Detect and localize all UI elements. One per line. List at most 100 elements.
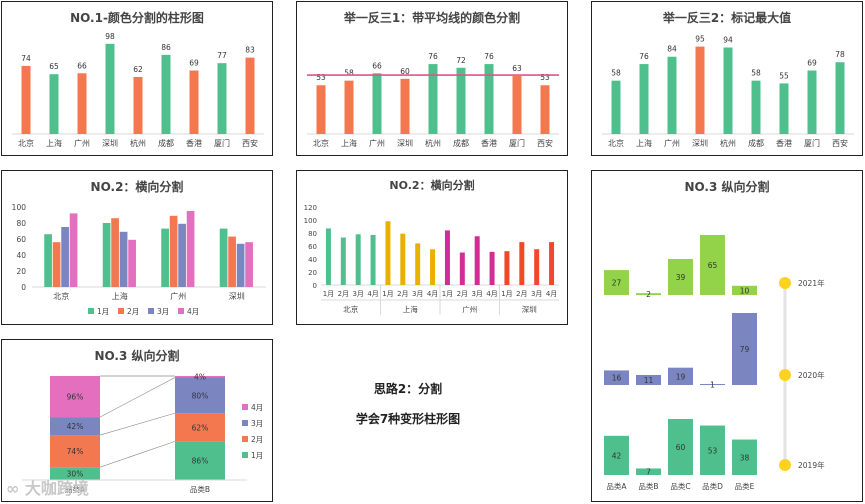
legend-swatch bbox=[178, 308, 184, 314]
stacked-segment bbox=[50, 417, 100, 436]
y-tick-label: 100 bbox=[304, 217, 317, 225]
legend-label: 2月 bbox=[127, 307, 139, 316]
category-label: 上海 bbox=[636, 138, 652, 148]
data-label: 83 bbox=[245, 46, 255, 55]
category-label: 杭州 bbox=[130, 138, 146, 148]
month-tick-label: 2月 bbox=[338, 290, 349, 298]
data-label: 84 bbox=[667, 45, 677, 54]
month-tick-label: 4月 bbox=[546, 290, 557, 298]
data-label: 53 bbox=[540, 73, 550, 82]
category-label: 上海 bbox=[341, 138, 357, 148]
legend-label: 1月 bbox=[97, 307, 109, 316]
data-label: 66 bbox=[372, 61, 382, 70]
bar bbox=[668, 259, 693, 295]
category-label: 广州 bbox=[74, 138, 90, 148]
bar bbox=[236, 243, 245, 287]
category-label: 广州 bbox=[369, 138, 385, 148]
data-label: 76 bbox=[428, 52, 438, 61]
month-tick-label: 4月 bbox=[367, 290, 378, 298]
category-label: 品类C bbox=[670, 481, 690, 491]
chart-panel-max-mark: 举一反三2：标记最大值 58 北京 76 上海 84 广州 95 深圳 94 杭州 58 成都 55 香港 6… bbox=[591, 1, 863, 156]
category-label: 深圳 bbox=[102, 138, 118, 148]
data-label: 58 bbox=[344, 69, 354, 78]
chart-title: 举一反三2：标记最大值 bbox=[662, 10, 791, 25]
bar bbox=[504, 251, 510, 285]
year-label: 2019年 bbox=[798, 460, 825, 470]
group-label: 北京 bbox=[343, 304, 358, 314]
data-label: 62% bbox=[192, 423, 209, 432]
bar bbox=[723, 47, 733, 134]
month-tick-label: 1月 bbox=[501, 290, 512, 298]
data-label: 98 bbox=[105, 32, 115, 41]
category-label: 杭州 bbox=[425, 138, 441, 148]
bar bbox=[52, 242, 61, 287]
bar bbox=[430, 249, 436, 285]
category-label: 西安 bbox=[537, 138, 553, 148]
category-label: 北京 bbox=[608, 138, 624, 148]
legend-swatch bbox=[242, 436, 248, 442]
bar bbox=[604, 370, 629, 385]
data-label: 30% bbox=[67, 470, 84, 479]
y-tick-label: 0 bbox=[21, 283, 26, 292]
data-label: 10 bbox=[740, 286, 750, 295]
y-tick-label: 100 bbox=[12, 203, 27, 212]
bar bbox=[459, 252, 465, 285]
data-label: 76 bbox=[484, 52, 494, 61]
category-label: 品类A bbox=[606, 481, 627, 491]
bar bbox=[344, 80, 354, 134]
data-label: 27 bbox=[612, 279, 622, 288]
category-label: 西安 bbox=[242, 138, 258, 148]
month-tick-label: 3月 bbox=[531, 290, 542, 298]
bar bbox=[667, 56, 677, 134]
legend-label: 1月 bbox=[251, 451, 263, 460]
bar bbox=[161, 54, 171, 134]
month-tick-label: 1月 bbox=[323, 290, 334, 298]
data-label: 39 bbox=[676, 273, 686, 282]
timeline-dot bbox=[779, 369, 791, 381]
bar bbox=[316, 85, 326, 134]
data-label: 2 bbox=[646, 290, 651, 299]
y-tick-label: 20 bbox=[16, 267, 26, 276]
center-heading: 思路2：分割 bbox=[373, 382, 443, 396]
data-label: 96% bbox=[67, 393, 84, 402]
grouped-bar-chart: NO.2：横向分割 0 20 40 60 80 100 北京 上海 广州 深圳 1月 2月 3月 4月 bbox=[12, 179, 266, 316]
legend-label: 4月 bbox=[251, 403, 263, 412]
category-label: 西安 bbox=[832, 138, 848, 148]
y-tick-label: 120 bbox=[304, 204, 317, 212]
data-label: 95 bbox=[695, 35, 705, 44]
category-label: 上海 bbox=[112, 291, 128, 301]
timeline-dot bbox=[779, 277, 791, 289]
bar bbox=[700, 235, 725, 295]
bar bbox=[186, 211, 195, 287]
watermark-text: 大咖跨境 bbox=[24, 479, 89, 498]
chart-panel-percent-stacked: NO.3 纵向分割 30% 74% 42% 96% 品类A 86% 62% 80% 4% 品类B 4月… bbox=[1, 339, 273, 502]
bar bbox=[519, 242, 525, 285]
chart-panel-color-split: NO.1-颜色分割的柱形图 74 北京 65 上海 66 广州 98 深圳 62 杭州 86 成都 69 香… bbox=[1, 1, 273, 156]
data-label: 62 bbox=[133, 65, 143, 74]
legend-label: 4月 bbox=[187, 307, 199, 316]
category-label: 品类A bbox=[65, 484, 86, 494]
chart-title: NO.2：横向分割 bbox=[389, 178, 474, 192]
month-tick-label: 3月 bbox=[352, 290, 363, 298]
bar bbox=[189, 70, 199, 134]
bar bbox=[428, 64, 438, 134]
month-tick-label: 2月 bbox=[516, 290, 527, 298]
data-label: 1 bbox=[710, 381, 715, 390]
bar bbox=[668, 367, 693, 385]
bar bbox=[370, 234, 376, 285]
group-label: 深圳 bbox=[522, 304, 537, 314]
bar bbox=[807, 70, 817, 134]
category-label: 品类B bbox=[190, 484, 210, 494]
month-tick-label: 2月 bbox=[457, 290, 468, 298]
data-label: 65 bbox=[49, 62, 59, 71]
group-label: 上海 bbox=[403, 304, 418, 314]
bar bbox=[169, 215, 178, 287]
category-label: 北京 bbox=[53, 291, 69, 301]
category-label: 香港 bbox=[481, 138, 497, 148]
data-label: 11 bbox=[644, 376, 654, 385]
y-tick-label: 0 bbox=[313, 282, 317, 290]
category-label: 上海 bbox=[46, 138, 62, 148]
data-label: 80% bbox=[192, 391, 209, 400]
percent-stacked-bar-chart: NO.3 纵向分割 30% 74% 42% 96% 品类A 86% 62% 80% 4% 品类B 4月… bbox=[22, 348, 263, 494]
